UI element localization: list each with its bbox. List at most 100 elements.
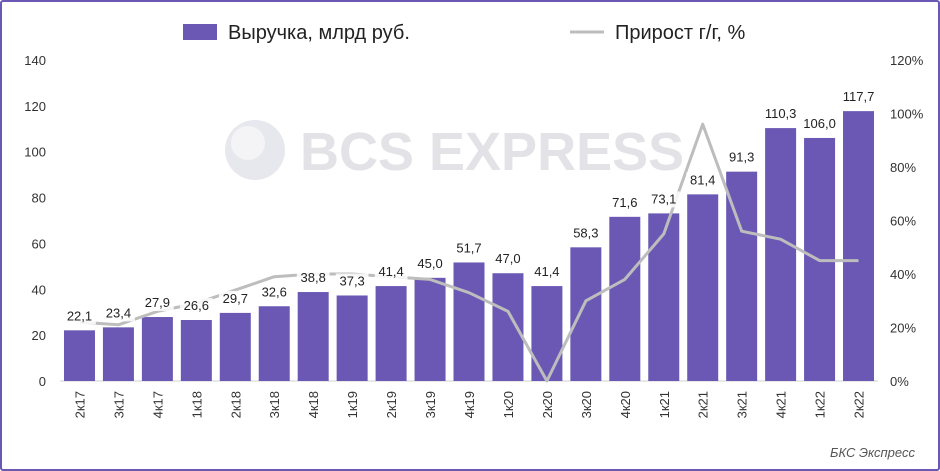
revenue-bar [687,194,719,381]
left-tick-label: 40 [32,282,46,297]
left-tick-label: 60 [32,236,46,251]
data-label: 73,1 [651,191,676,206]
data-label-bg [218,290,252,307]
data-label: 29,7 [223,291,248,306]
axes: 0 20 40 60 80 100 120 140 0% 20% 40% 60% 80% 100% 120%… [24,53,923,418]
data-label: 26,6 [184,298,209,313]
data-label: 37,3 [339,273,364,288]
revenue-bar [609,216,641,381]
data-label-bg [530,264,564,281]
data-label-bg [452,240,486,257]
revenue-bar [765,128,797,381]
revenue-bar [531,286,563,381]
x-tick-label: 4к20 [618,391,633,418]
left-tick-label: 120 [24,99,46,114]
data-label-bg [257,284,291,301]
data-labels: 22,1 23,4 27,9 26,6 29,7 32,6 38,8 37,3 41,4 45,0… [63,89,879,325]
x-tick-label: 1к20 [501,391,516,418]
revenue-bar [141,317,173,381]
data-label-bg [102,305,135,322]
data-label-bg [335,273,369,290]
x-tick-label: 2к19 [384,391,399,418]
data-label: 81,4 [690,172,715,187]
x-tick-label: 4к21 [774,391,789,418]
revenue-bar [258,306,290,381]
bars [63,111,875,382]
legend-bar-label: Выручка, млрд руб. [228,22,410,44]
data-label-bg [608,194,642,211]
data-label: 117,7 [843,89,875,104]
right-tick-label: 20% [890,321,916,336]
right-tick-label: 40% [890,267,916,282]
left-tick-label: 20 [32,328,46,343]
data-label-bg [413,255,447,272]
data-label-bg [63,308,96,325]
right-tick-label: 100% [890,107,924,122]
x-tick-label: 2к21 [696,391,711,418]
data-label: 23,4 [106,305,131,320]
x-tick-label: 2к18 [228,391,243,418]
watermark-logo-highlight [231,126,265,160]
legend: Выручка, млрд руб. Прирост г/г, % [183,22,745,44]
x-tick-label: 1к22 [813,391,828,418]
left-tick-label: 140 [24,53,46,68]
revenue-bar [648,213,680,381]
data-label: 41,4 [534,264,559,279]
right-tick-label: 0% [890,374,909,389]
revenue-bar [492,273,524,381]
revenue-bar [219,312,251,381]
watermark: BCS EXPRESS [225,120,684,182]
x-tick-label: 1к21 [657,391,672,418]
x-tick-label: 3к19 [423,391,438,418]
x-tick-label: 2к20 [540,391,555,418]
revenue-bar [63,330,95,381]
revenue-bar [336,295,368,381]
x-tick-label: 1к19 [345,391,360,418]
revenue-bar [570,247,602,381]
x-tick-label: 3к20 [579,391,594,418]
source-label: БКС Экспресс [830,445,915,460]
data-label-bg [491,251,525,268]
data-label-bg [838,89,879,106]
revenue-bar [843,111,875,382]
revenue-bar [102,327,134,381]
data-label: 41,4 [378,264,403,279]
revenue-bar [297,292,329,381]
right-tick-label: 80% [890,160,916,175]
data-label-bg [799,115,840,132]
data-label-bg [725,149,759,166]
data-label: 47,0 [495,251,520,266]
data-label-bg [686,172,720,189]
data-label-bg [179,298,213,315]
data-label-bg [140,295,174,312]
data-label-bg [296,270,330,287]
data-label-bg [569,225,603,242]
right-tick-label: 60% [890,214,916,229]
x-tick-label: 4к19 [462,391,477,418]
data-label: 71,6 [612,195,637,210]
watermark-text: BCS EXPRESS [300,122,684,182]
revenue-bar [375,286,407,381]
x-tick-label: 3к21 [735,391,750,418]
revenue-bar [414,277,446,381]
x-tick-label: 3к18 [267,391,282,418]
data-label: 106,0 [803,116,836,131]
data-label-bg [760,106,801,123]
x-tick-label: 1к18 [189,391,204,418]
revenue-bar [180,320,212,381]
left-tick-label: 80 [32,191,46,206]
data-label-bg [374,264,408,281]
revenue-bar [453,262,485,381]
data-label: 110,3 [765,106,797,121]
data-label: 45,0 [417,256,442,271]
legend-line-label: Прирост г/г, % [615,22,745,44]
data-label: 51,7 [456,240,481,255]
left-tick-label: 100 [24,145,46,160]
right-tick-label: 120% [890,53,924,68]
data-label: 27,9 [145,295,170,310]
data-label: 22,1 [67,308,92,323]
legend-bar-swatch [183,24,217,40]
data-label: 91,3 [729,150,754,165]
x-tick-label: 2к22 [852,391,867,418]
